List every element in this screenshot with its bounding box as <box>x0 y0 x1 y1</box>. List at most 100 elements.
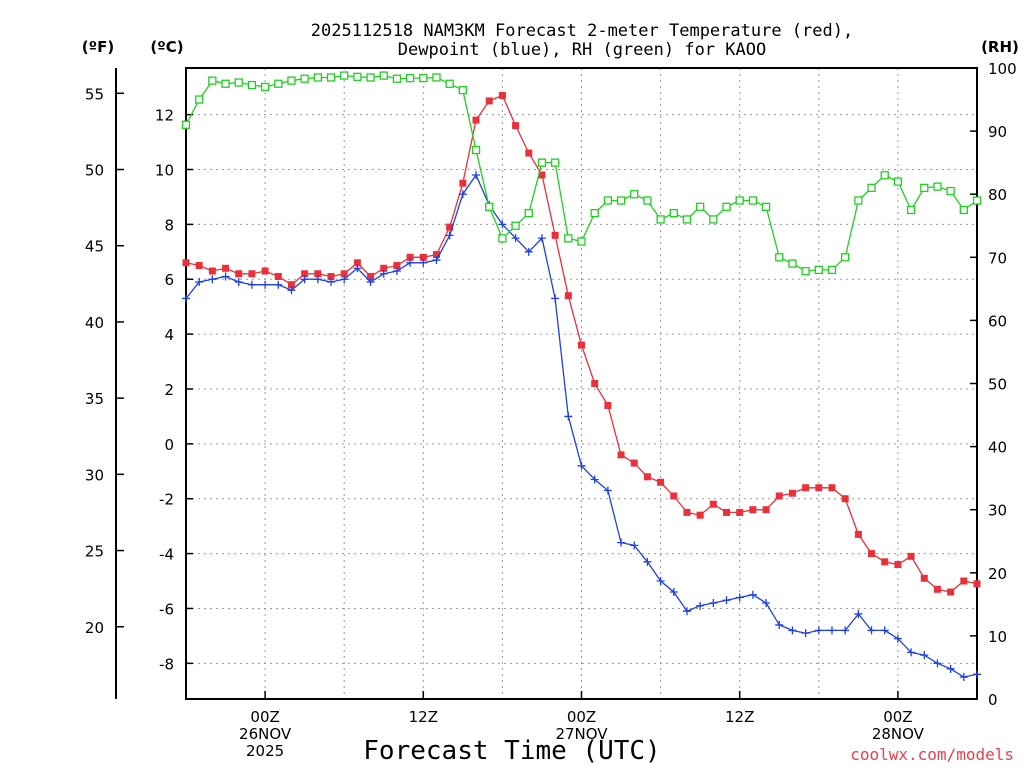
temperature-point <box>274 273 282 281</box>
dewpoint-point <box>247 280 256 289</box>
rh-point <box>722 202 731 211</box>
temperature-point <box>947 588 955 596</box>
dewpoint-point <box>907 648 916 657</box>
rh-tick-label: 40 <box>988 439 1007 457</box>
rh-point <box>511 221 520 230</box>
temperature-point <box>630 459 638 467</box>
dewpoint-point <box>445 231 454 240</box>
x-tick-label: 00Z <box>250 708 279 726</box>
plot-frame <box>185 67 978 700</box>
rh-point <box>841 253 850 262</box>
rh-point <box>801 267 810 276</box>
dewpoint-point <box>709 598 718 607</box>
dewpoint-point <box>366 277 375 286</box>
rh-axis-unit: (RH) <box>981 38 1019 56</box>
rh-tick-label: 0 <box>988 691 998 709</box>
celsius-tick-label: -2 <box>159 491 174 509</box>
series-temperature <box>182 91 981 596</box>
temperature-point <box>195 262 203 270</box>
dewpoint-point <box>300 275 309 284</box>
temperature-point <box>380 264 388 272</box>
dewpoint-point <box>313 275 322 284</box>
temperature-point <box>261 267 269 275</box>
temperature-point <box>314 270 322 278</box>
rh-point <box>392 74 402 83</box>
dewpoint-point <box>498 220 507 229</box>
series-dewpoint <box>182 170 981 682</box>
temperature-point <box>762 506 770 514</box>
temperature-point <box>327 273 335 281</box>
rh-tick-label: 50 <box>988 376 1007 394</box>
temperature-point <box>920 574 928 582</box>
rh-point <box>880 171 889 180</box>
temperature-point <box>367 273 375 281</box>
rh-point <box>867 183 876 193</box>
rh-point <box>643 196 652 205</box>
dewpoint-point <box>274 280 283 289</box>
temperature-point <box>393 262 401 270</box>
temperature-point <box>604 401 612 409</box>
rh-tick-label: 80 <box>988 186 1007 204</box>
rh-point <box>696 202 705 211</box>
ticks-layer: -8-6-4-202468101220253035404550550102030… <box>85 60 1017 760</box>
grid-layer <box>186 68 977 699</box>
dewpoint-point <box>208 275 217 284</box>
temperature-point <box>643 473 651 481</box>
dewpoint-point <box>854 609 863 618</box>
rh-point <box>748 196 758 205</box>
rh-point <box>458 85 468 95</box>
dewpoint-point <box>182 294 190 303</box>
rh-point <box>195 95 204 104</box>
rh-point <box>208 76 217 85</box>
rh-point <box>379 71 388 80</box>
fahrenheit-tick-label: 20 <box>85 619 104 637</box>
temperature-point <box>723 508 731 516</box>
x-tick-label: 27NOV <box>555 725 608 743</box>
rh-point <box>709 215 718 224</box>
temperature-point <box>446 223 454 231</box>
dewpoint-point <box>973 670 981 679</box>
dewpoint-point <box>234 277 243 286</box>
rh-point <box>366 73 375 82</box>
rh-point <box>775 253 784 262</box>
rh-point <box>326 73 336 82</box>
dewpoint-line <box>185 173 978 678</box>
dewpoint-point <box>801 629 810 638</box>
rh-point <box>181 120 191 129</box>
rh-point <box>603 196 613 205</box>
dewpoint-point <box>880 626 889 635</box>
dewpoint-point <box>735 593 744 602</box>
rh-point <box>564 234 573 243</box>
fahrenheit-tick-label: 55 <box>85 85 104 103</box>
celsius-tick-label: 2 <box>164 381 174 399</box>
dewpoint-point <box>458 190 467 199</box>
celsius-tick-label: -8 <box>159 655 174 673</box>
rh-point <box>682 215 692 224</box>
celsius-tick-label: 4 <box>164 326 174 344</box>
rh-point <box>788 259 797 268</box>
temperature-point <box>222 264 230 272</box>
rh-point <box>445 79 454 88</box>
rh-point <box>854 196 863 205</box>
rh-point <box>814 265 823 275</box>
temperature-point <box>353 259 361 267</box>
rh-point <box>946 186 955 196</box>
dewpoint-point <box>537 234 546 243</box>
temperature-point <box>907 552 915 560</box>
rh-point <box>959 205 968 215</box>
dewpoint-point <box>959 673 968 682</box>
dewpoint-point <box>195 277 204 286</box>
dewpoint-point <box>472 170 481 179</box>
rh-point <box>419 73 428 83</box>
dewpoint-point <box>920 651 929 660</box>
temperature-point <box>775 492 783 500</box>
dewpoint-point <box>617 538 626 547</box>
dewpoint-point <box>590 475 599 484</box>
dewpoint-point <box>340 275 349 284</box>
rh-point <box>537 158 547 167</box>
series-layer <box>181 71 982 682</box>
celsius-tick-label: 10 <box>155 162 174 180</box>
dewpoint-point <box>788 626 797 635</box>
dewpoint-point <box>656 577 665 586</box>
dewpoint-point <box>261 280 270 289</box>
